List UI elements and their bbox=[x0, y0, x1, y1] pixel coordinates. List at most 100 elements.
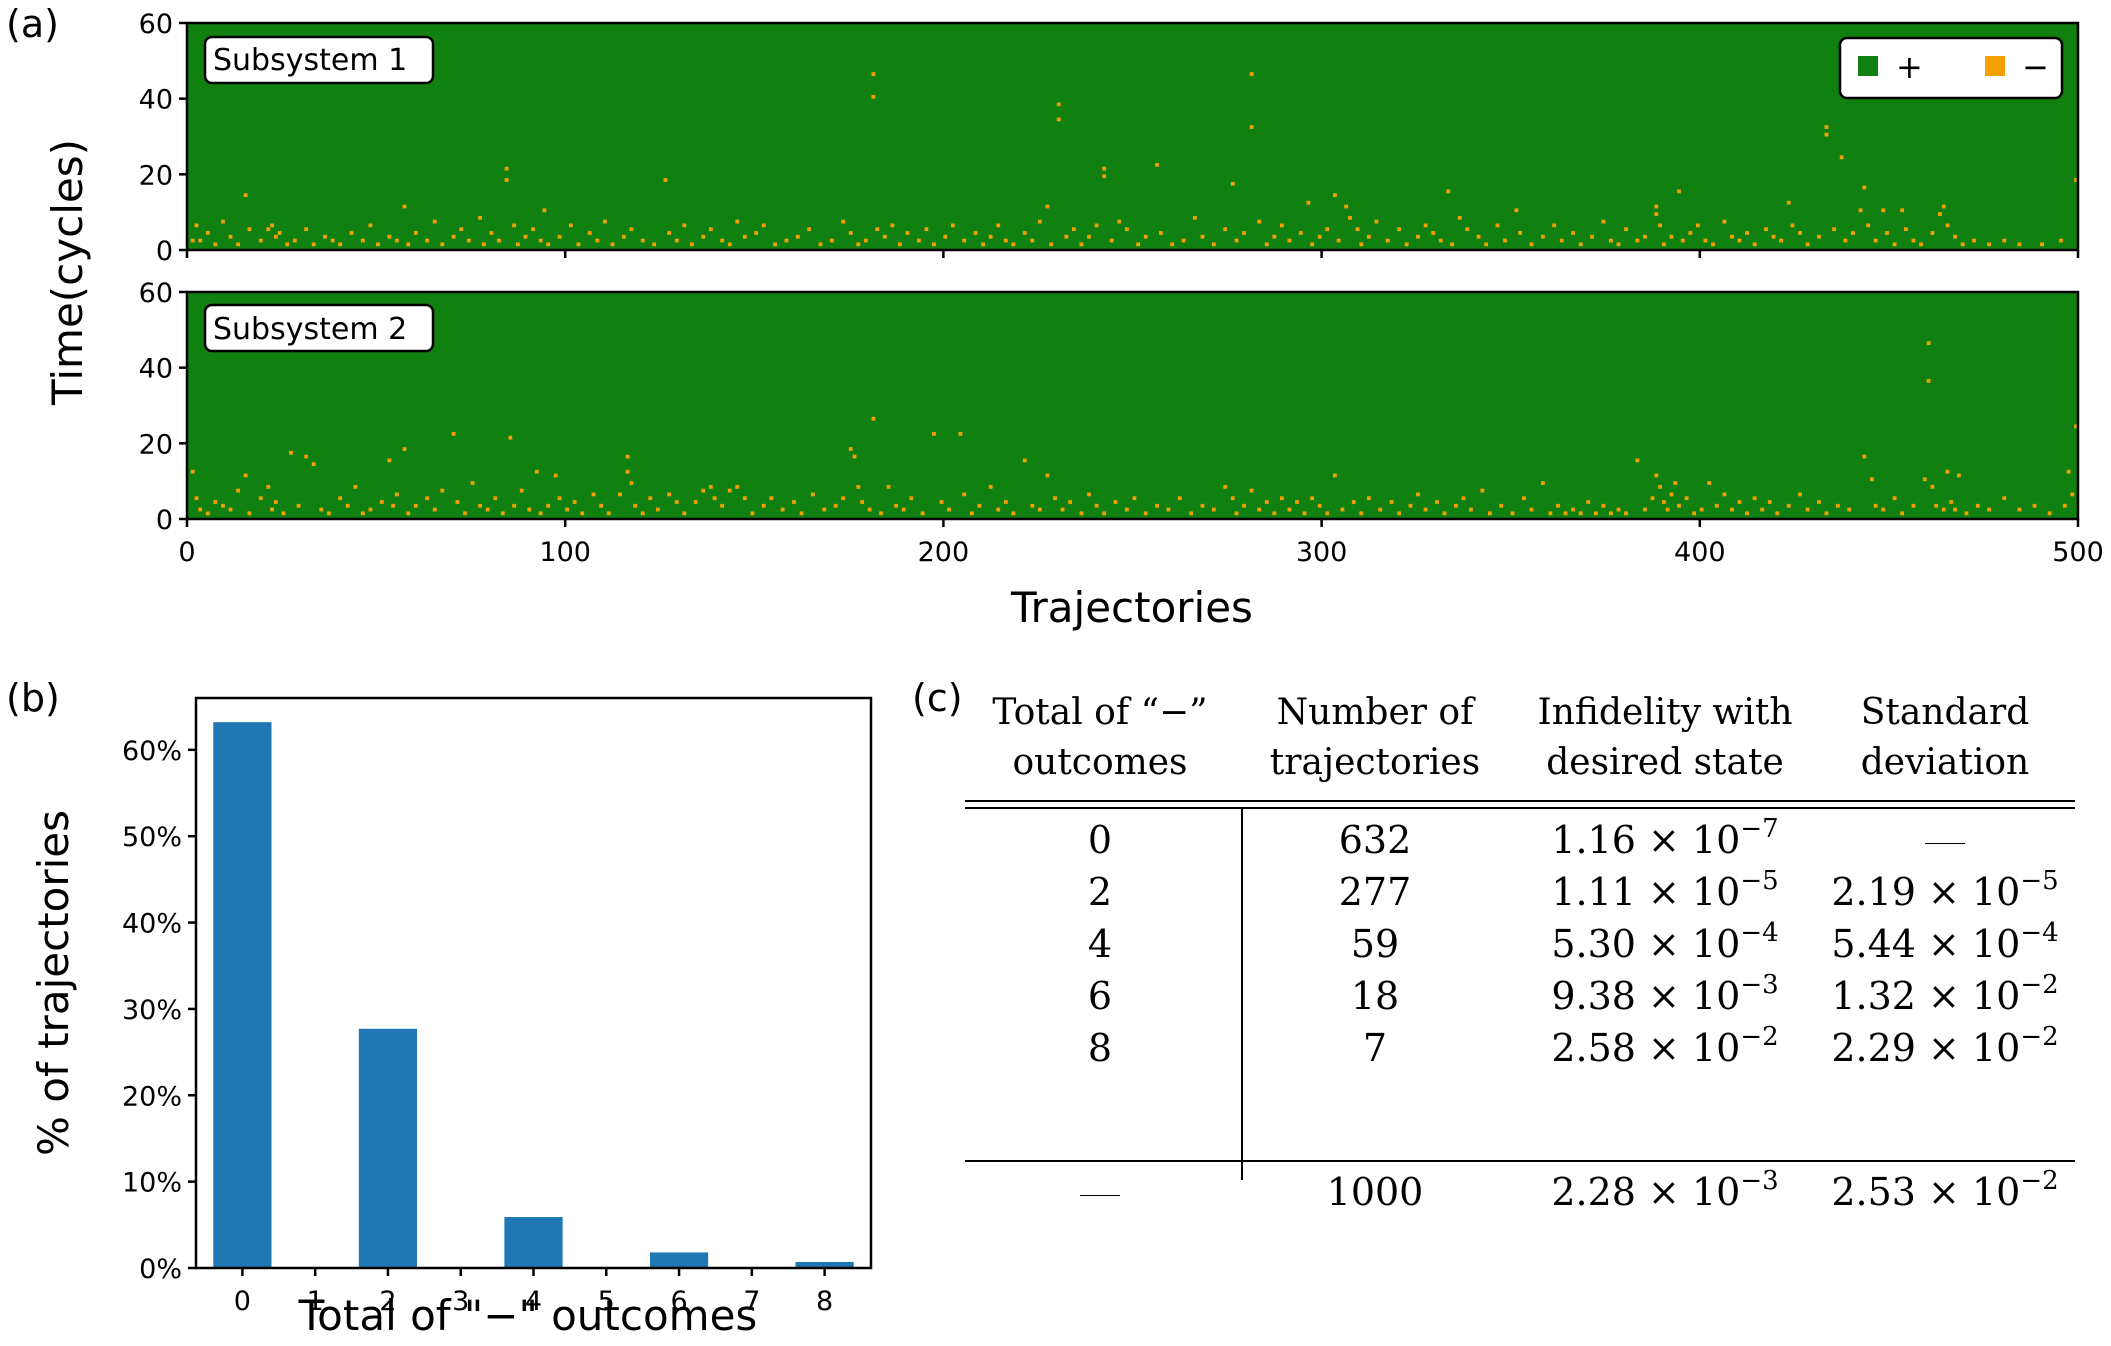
minus-event-2-99 bbox=[920, 511, 925, 516]
histogram-bars bbox=[213, 722, 854, 1268]
minus-event-2-42 bbox=[493, 496, 498, 501]
minus-event-2-208 bbox=[1824, 511, 1829, 516]
table-cell-infidelity-2: 5.30 × 10−4 bbox=[1551, 918, 1779, 966]
minus-event-1-5 bbox=[221, 219, 225, 224]
subsystem-2-frame bbox=[185, 290, 2080, 521]
minus-event-2-17 bbox=[304, 454, 309, 459]
minus-event-1-70 bbox=[735, 219, 740, 224]
table-cell-count-2: 59 bbox=[1350, 922, 1400, 966]
minus-event-2-129 bbox=[1189, 511, 1194, 516]
minus-event-1-84 bbox=[871, 72, 876, 76]
minus-event-2-136 bbox=[1249, 488, 1254, 493]
header-infidelity-line2: desired state bbox=[1546, 742, 1784, 783]
minus-event-1-42 bbox=[504, 178, 509, 182]
minus-event-1-15 bbox=[285, 242, 290, 247]
minus-event-2-75 bbox=[727, 488, 732, 493]
minus-event-1-113 bbox=[1087, 234, 1091, 239]
minus-event-2-222 bbox=[1934, 503, 1939, 508]
subsystem-1-label: Subsystem 1 bbox=[213, 43, 407, 78]
y-axis-title-time: Time(cycles) bbox=[43, 139, 92, 406]
minus-event-1-147 bbox=[1344, 204, 1349, 209]
minus-event-1-158 bbox=[1431, 231, 1436, 235]
empty-dash bbox=[1925, 842, 1965, 845]
header-total-outcomes: Total of “−” outcomes bbox=[955, 688, 1245, 788]
minus-event-2-141 bbox=[1287, 507, 1292, 512]
minus-event-2-133 bbox=[1230, 496, 1235, 501]
minus-event-2-14 bbox=[281, 511, 286, 516]
minus-event-1-188 bbox=[1677, 189, 1681, 194]
histogram-y-tick-label: 0% bbox=[139, 1254, 182, 1285]
minus-event-2-26 bbox=[379, 500, 384, 504]
minus-event-1-197 bbox=[1745, 231, 1749, 235]
minus-event-1-177 bbox=[1601, 219, 1606, 224]
minus-event-1-100 bbox=[996, 223, 1001, 228]
minus-event-1-134 bbox=[1249, 125, 1254, 129]
minus-event-1-136 bbox=[1264, 242, 1269, 247]
minus-event-1-96 bbox=[962, 238, 967, 243]
minus-event-1-85 bbox=[871, 94, 876, 99]
header-infidelity: Infidelity with desired state bbox=[1515, 688, 1815, 788]
minus-event-1-131 bbox=[1234, 238, 1239, 243]
table-cell-infidelity-1: 1.11 × 10−5 bbox=[1551, 866, 1779, 914]
minus-event-1-182 bbox=[1643, 234, 1647, 239]
histogram-x-tick-label: 2 bbox=[379, 1286, 396, 1317]
minus-event-2-185 bbox=[1658, 484, 1662, 489]
minus-event-1-222 bbox=[1911, 238, 1916, 243]
minus-event-2-83 bbox=[799, 511, 804, 516]
minus-event-1-232 bbox=[2002, 238, 2007, 243]
minus-event-2-38 bbox=[463, 511, 467, 516]
minus-event-1-151 bbox=[1366, 234, 1371, 239]
minus-event-2-89 bbox=[852, 454, 857, 459]
histogram-y-tick-label: 10% bbox=[122, 1168, 182, 1199]
minus-event-2-15 bbox=[289, 450, 293, 455]
minus-event-1-48 bbox=[542, 208, 547, 213]
minus-event-1-35 bbox=[459, 227, 464, 232]
minus-event-1-146 bbox=[1336, 238, 1341, 243]
minus-event-2-177 bbox=[1601, 503, 1606, 508]
minus-event-1-112 bbox=[1079, 242, 1084, 247]
minus-event-2-228 bbox=[1964, 511, 1969, 516]
minus-event-2-108 bbox=[996, 507, 1001, 512]
minus-event-1-120 bbox=[1136, 242, 1141, 247]
minus-event-2-50 bbox=[546, 503, 551, 508]
minus-event-2-168 bbox=[1529, 507, 1534, 512]
minus-event-2-86 bbox=[833, 503, 838, 508]
minus-event-1-165 bbox=[1484, 242, 1489, 247]
panel-label-b: (b) bbox=[6, 676, 60, 720]
table-cell-std-4: 2.29 × 10−2 bbox=[1831, 1022, 2059, 1070]
minus-event-1-2 bbox=[198, 238, 203, 243]
subsystem-1-x-ticks bbox=[185, 250, 2080, 258]
minus-event-1-174 bbox=[1571, 231, 1575, 235]
minus-event-1-235 bbox=[2059, 238, 2063, 243]
minus-event-2-5 bbox=[221, 503, 225, 508]
minus-event-1-157 bbox=[1423, 223, 1428, 228]
minus-event-1-140 bbox=[1298, 231, 1303, 235]
legend-plus-swatch bbox=[1858, 56, 1878, 76]
minus-event-2-195 bbox=[1714, 503, 1719, 508]
minus-event-2-166 bbox=[1510, 511, 1515, 516]
minus-event-2-56 bbox=[591, 492, 596, 497]
table-cell-count-0: 632 bbox=[1338, 818, 1412, 862]
legend-plus-label: + bbox=[1896, 48, 1923, 86]
minus-event-2-150 bbox=[1359, 511, 1364, 516]
minus-event-1-37 bbox=[478, 215, 482, 220]
minus-event-2-223 bbox=[1941, 507, 1946, 512]
minus-event-1-75 bbox=[784, 238, 789, 243]
minus-event-1-130 bbox=[1230, 181, 1235, 186]
minus-event-2-189 bbox=[1673, 481, 1678, 485]
minus-event-2-237 bbox=[2070, 492, 2075, 497]
minus-event-2-126 bbox=[1155, 503, 1159, 508]
minus-event-1-13 bbox=[273, 234, 278, 239]
minus-event-2-213 bbox=[1873, 503, 1878, 508]
histogram-y-tick-label: 30% bbox=[122, 995, 182, 1026]
minus-event-1-23 bbox=[360, 238, 365, 243]
histogram-x-tick-label: 4 bbox=[525, 1286, 542, 1317]
minus-event-1-62 bbox=[667, 231, 672, 235]
minus-event-1-111 bbox=[1071, 227, 1076, 232]
minus-event-1-169 bbox=[1518, 231, 1523, 235]
minus-event-1-201 bbox=[1779, 238, 1783, 243]
table-cell-std-2: 5.44 × 10−4 bbox=[1831, 918, 2059, 966]
minus-event-2-68 bbox=[674, 500, 679, 504]
minus-event-1-217 bbox=[1881, 208, 1886, 213]
minus-event-2-167 bbox=[1522, 496, 1526, 501]
